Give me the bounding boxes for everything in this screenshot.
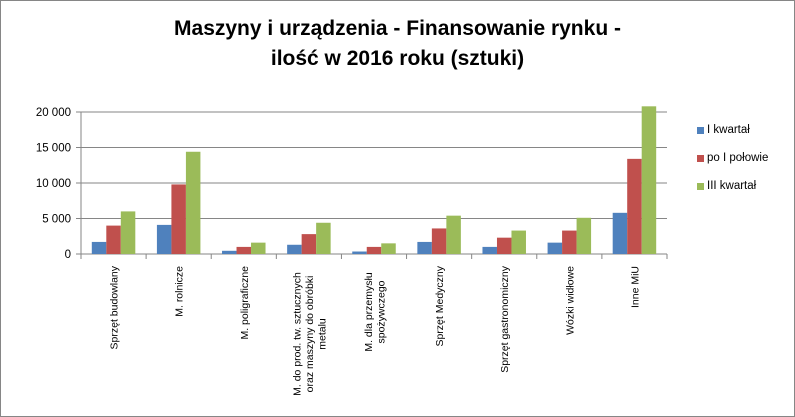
- legend-item: III kwartał: [697, 178, 768, 194]
- bar-3: [446, 215, 461, 254]
- y-tick-label: 0: [65, 249, 71, 261]
- legend-swatch-icon: [697, 126, 704, 134]
- x-category-label: M. poligraficzne: [239, 266, 251, 340]
- legend-label: po I połowie: [707, 152, 769, 164]
- bar-3: [251, 242, 266, 254]
- bar-1: [156, 224, 172, 254]
- bar-1: [222, 250, 237, 254]
- x-category-label-line: oraz maszyny do obróbki: [304, 276, 316, 393]
- y-tick-label: 5 000: [42, 214, 71, 226]
- bar-1: [352, 251, 367, 254]
- x-category-label-line: Sprzęt gastronomiczny: [499, 265, 511, 373]
- bar-3: [316, 222, 331, 254]
- bar-3: [381, 243, 396, 254]
- legend-item: po I połowie: [697, 150, 768, 166]
- legend-label: III kwartał: [707, 180, 757, 192]
- x-category-label: Inne MiU: [629, 266, 641, 308]
- x-category-label-line: Inne MiU: [629, 266, 641, 308]
- legend-swatch-icon: [697, 154, 704, 162]
- x-category-label: Sprzęt budowlany: [109, 265, 121, 349]
- bar-2: [106, 225, 121, 254]
- x-category-label-line: M. rolnicze: [174, 266, 186, 317]
- bar-2: [562, 230, 577, 254]
- x-category-label-line: spożywczego: [375, 280, 387, 343]
- x-category-label-line: M. poligraficzne: [239, 266, 251, 340]
- legend-swatch-icon: [697, 182, 704, 190]
- bar-2: [236, 246, 252, 254]
- x-category-label: Wózki widłowe: [564, 266, 576, 335]
- bar-2: [171, 184, 186, 254]
- legend-item: I kwartał: [697, 122, 768, 138]
- legend-label: I kwartał: [707, 124, 750, 136]
- y-tick-label: 15 000: [36, 143, 71, 155]
- bar-3: [511, 230, 526, 254]
- chart-title-line-1: Maszyny i urządzenia - Finansowanie rynk…: [174, 17, 621, 40]
- bar-2: [366, 246, 382, 254]
- bar-1: [91, 241, 107, 254]
- y-tick-label: 20 000: [36, 107, 71, 119]
- bar-3: [185, 151, 201, 254]
- y-tick-label: 10 000: [36, 178, 71, 190]
- x-category-label-line: Wózki widłowe: [564, 266, 576, 335]
- x-category-label-line: Sprzęt Medyczny: [434, 265, 446, 346]
- x-category-label-line: metalu: [316, 318, 328, 350]
- bar-1: [612, 212, 628, 254]
- legend: I kwartał po I połowie III kwartał: [697, 122, 768, 206]
- bar-2: [431, 228, 447, 254]
- bar-3: [641, 106, 657, 254]
- x-category-label: Sprzęt Medyczny: [434, 265, 446, 346]
- x-category-label-line: Sprzęt budowlany: [109, 265, 121, 349]
- x-category-label: Sprzęt gastronomiczny: [499, 265, 511, 373]
- bar-1: [417, 241, 432, 254]
- bar-2: [496, 237, 512, 254]
- bar-3: [576, 217, 592, 254]
- bar-2: [627, 158, 642, 254]
- x-category-label: M. dla przemysłu spożywczego: [363, 272, 388, 352]
- x-category-label-line: M. do prod. tw. sztucznych: [291, 272, 303, 396]
- bar-3: [120, 211, 136, 254]
- x-category-label: M. rolnicze: [174, 266, 186, 317]
- bar-1: [547, 242, 563, 254]
- chart-title-line-2: ilość w 2016 roku (sztuki): [270, 47, 525, 70]
- bar-1: [287, 244, 302, 254]
- bar-2: [301, 234, 317, 254]
- bar-1: [482, 246, 497, 254]
- x-category-label-line: M. dla przemysłu: [363, 272, 375, 352]
- x-category-label: M. do prod. tw. sztucznych oraz maszyny d…: [291, 272, 328, 396]
